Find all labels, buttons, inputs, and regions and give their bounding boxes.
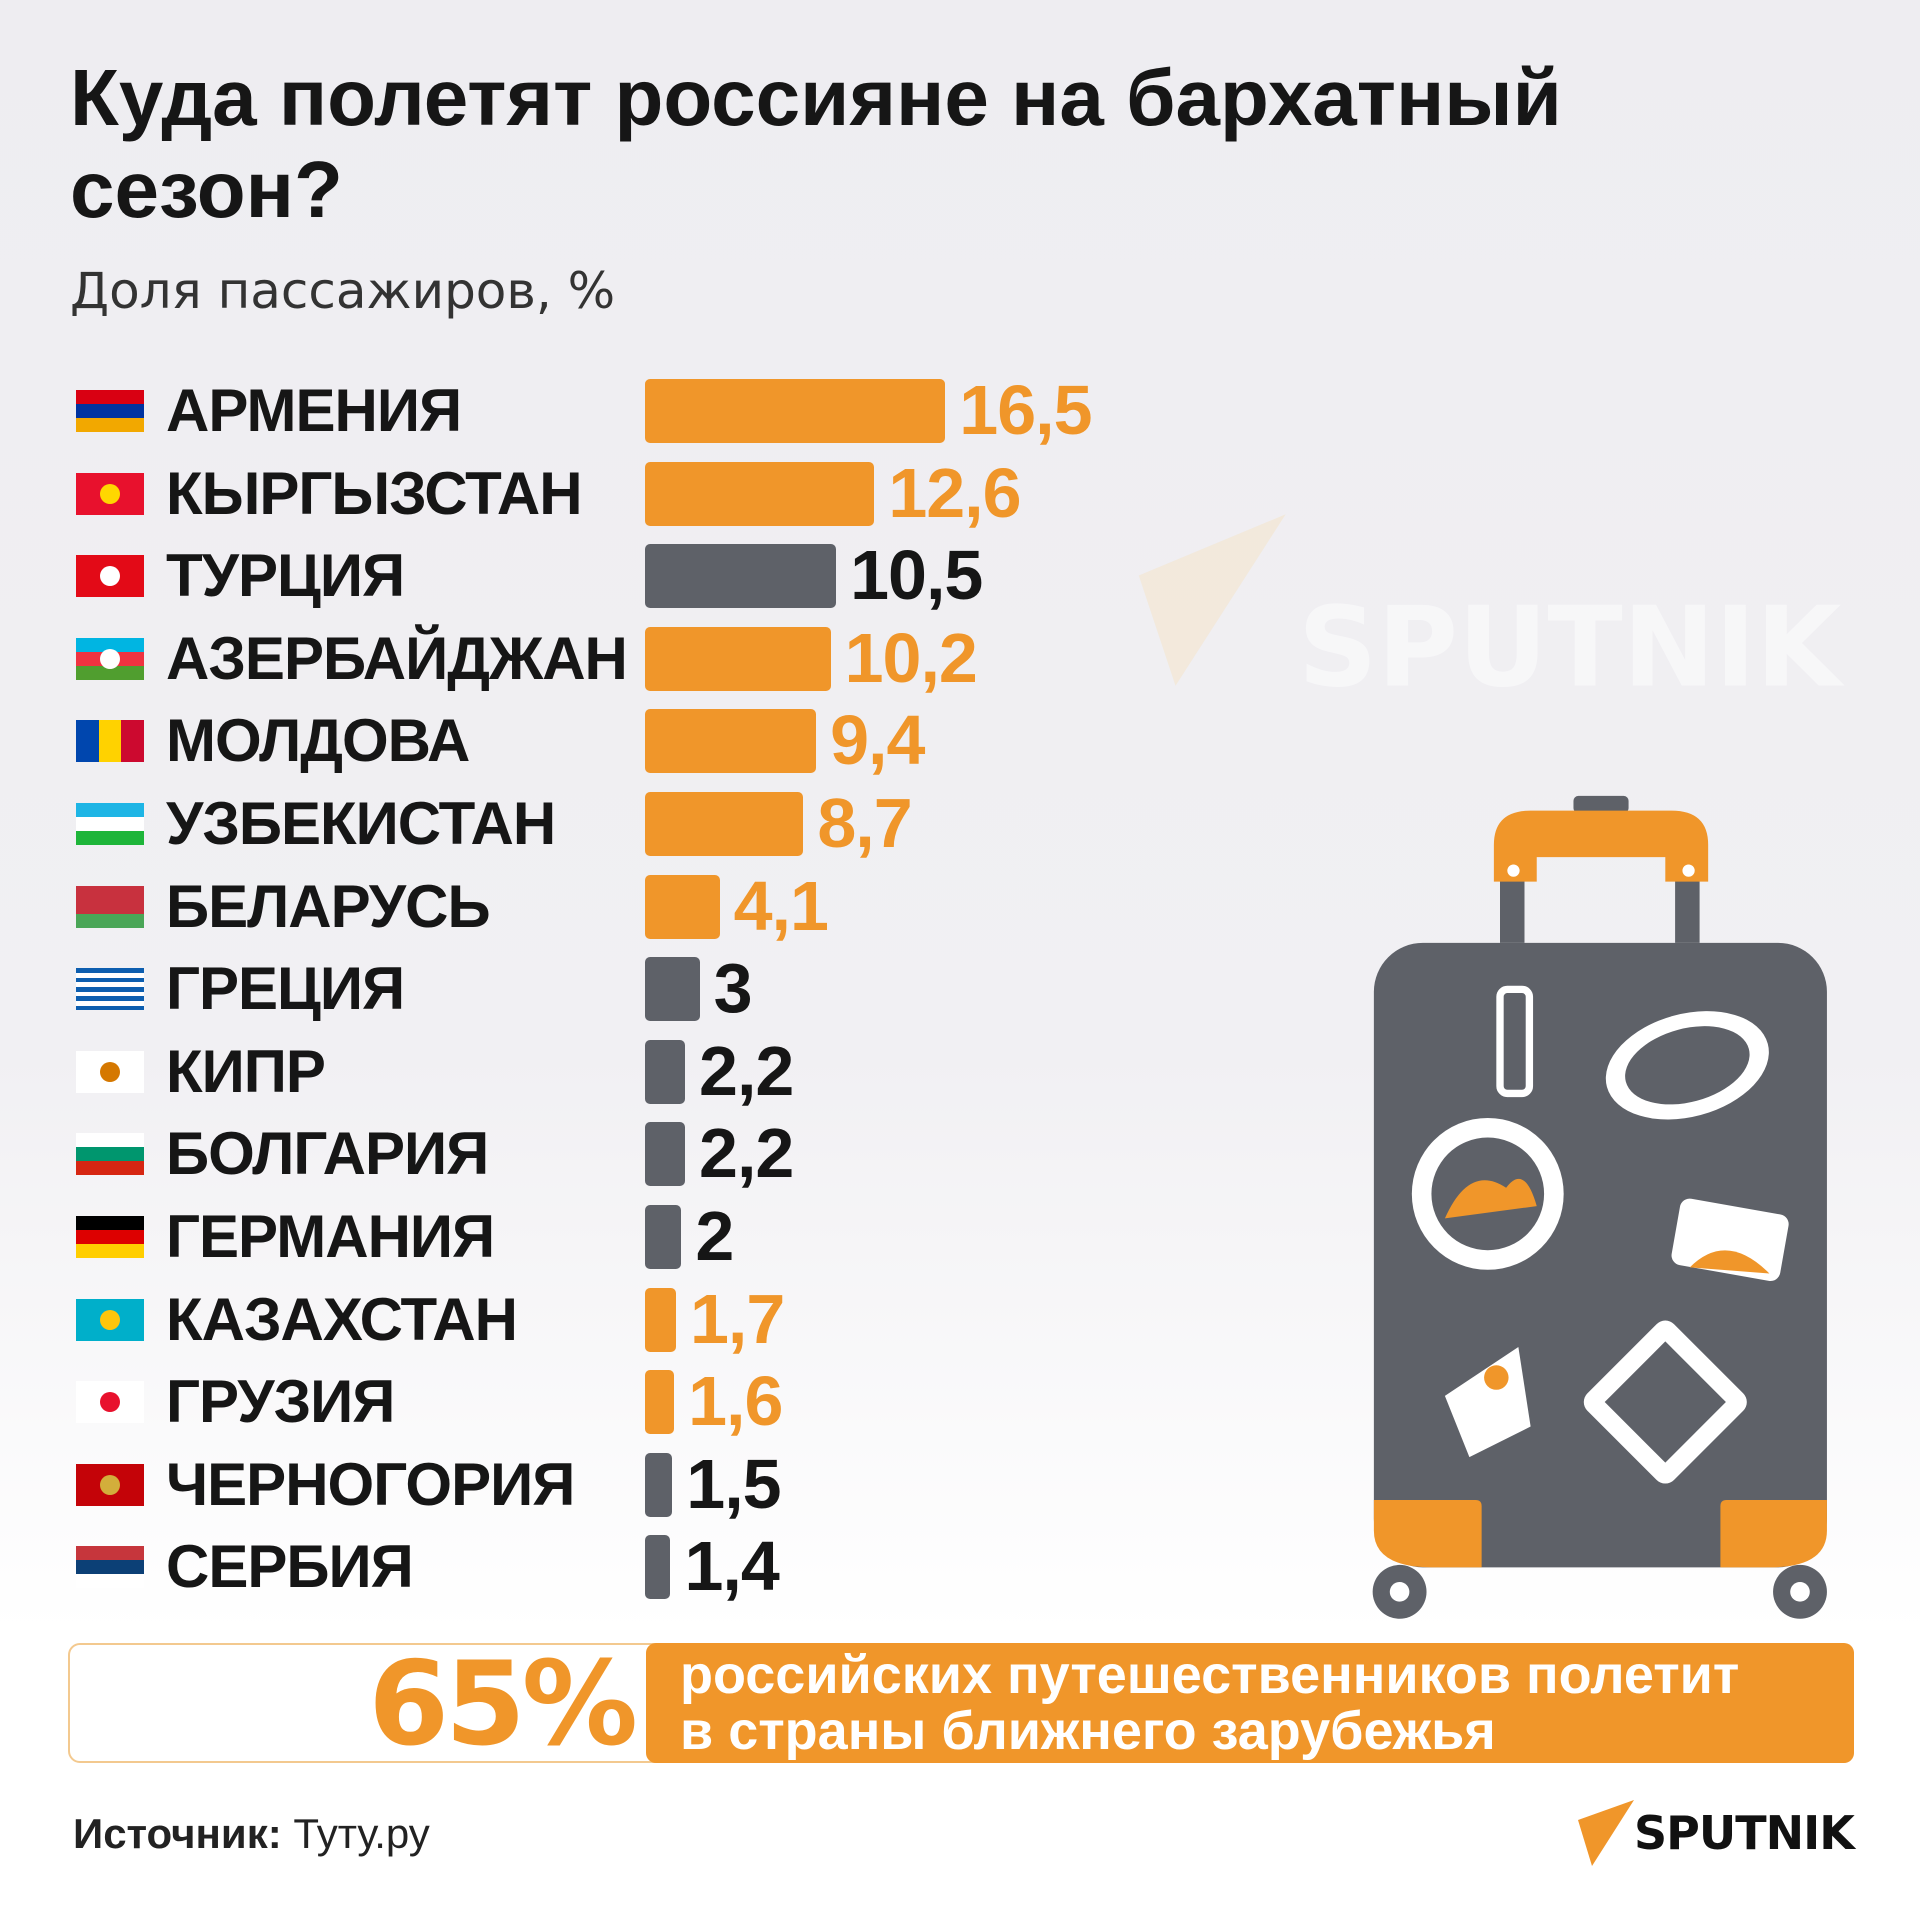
flag-icon: [76, 1216, 144, 1258]
value-label: 16,5: [959, 371, 1092, 449]
value-label: 12,6: [888, 453, 1021, 532]
flag-icon: [76, 390, 144, 432]
flag-icon: [76, 1546, 144, 1589]
summary-line-1: российских путешественников полетит: [680, 1645, 1740, 1705]
value-label: 2: [695, 1197, 734, 1275]
chart-row: АРМЕНИЯ 16,5: [0, 370, 1300, 452]
bar: [645, 709, 817, 774]
value-label: 2,2: [699, 1114, 794, 1193]
flag-icon: [76, 555, 144, 598]
category-label: КИПР: [166, 1037, 326, 1105]
bar: [645, 957, 700, 1022]
flag-icon: [76, 472, 144, 515]
summary-box: 65% российских путешественников полетит …: [68, 1643, 1854, 1763]
category-label: КАЗАХСТАН: [166, 1285, 518, 1353]
sputnik-logo: SPUTNIK: [1576, 1798, 1866, 1868]
flag-icon: [76, 885, 144, 928]
value-label: 9,4: [830, 701, 925, 780]
chart-row: ЧЕРНОГОРИЯ 1,5: [0, 1444, 1300, 1526]
value-label: 3: [713, 949, 753, 1028]
chart-row: УЗБЕКИСТАН 8,7: [0, 783, 1300, 865]
category-label: МОЛДОВА: [166, 707, 470, 775]
flag-icon: [76, 1463, 144, 1506]
category-label: БЕЛАРУСЬ: [166, 872, 491, 940]
bar: [645, 1535, 671, 1600]
summary-line-2: в страны ближнего зарубежья: [680, 1701, 1496, 1761]
brand-name: SPUTNIK: [1634, 1806, 1855, 1860]
source-value: Туту.ру: [293, 1810, 430, 1857]
category-label: АРМЕНИЯ: [166, 377, 462, 444]
bar: [645, 1205, 682, 1269]
chart-row: ГЕРМАНИЯ 2: [0, 1196, 1300, 1278]
bar: [645, 544, 837, 609]
value-label: 8,7: [817, 784, 912, 862]
bar: [645, 626, 831, 691]
category-label: ГРУЗИЯ: [166, 1368, 395, 1436]
value-label: 1,7: [689, 1279, 785, 1358]
flag-icon: [76, 637, 144, 680]
category-label: ТУРЦИЯ: [166, 542, 405, 610]
chart-row: АЗЕРБАЙДЖАН 10,2: [0, 618, 1300, 700]
bar: [645, 1370, 675, 1435]
bar: [645, 1287, 676, 1352]
category-label: КЫРГЫЗСТАН: [166, 459, 583, 527]
flag-icon: [76, 1298, 144, 1341]
sputnik-logo-icon: [1578, 1800, 1634, 1866]
category-label: БОЛГАРИЯ: [166, 1120, 489, 1188]
flag-icon: [76, 803, 144, 845]
flag-icon: [76, 1133, 144, 1176]
summary-text-panel: российских путешественников полетит в ст…: [646, 1643, 1854, 1763]
bar: [645, 379, 946, 443]
source-label: Источник:: [73, 1810, 282, 1857]
value-label: 2,2: [699, 1031, 794, 1110]
bar: [645, 461, 875, 526]
chart-row: КЫРГЫЗСТАН 12,6: [0, 453, 1300, 535]
summary-percent: 65%: [368, 1637, 638, 1772]
chart-subtitle: Доля пассажиров, %: [70, 262, 616, 320]
category-label: СЕРБИЯ: [166, 1533, 414, 1601]
value-label: 10,2: [844, 618, 978, 697]
value-label: 1,5: [686, 1444, 781, 1523]
value-label: 4,1: [733, 866, 829, 945]
flag-icon: [76, 1050, 144, 1093]
chart-row: МОЛДОВА 9,4: [0, 700, 1300, 782]
flag-icon: [76, 720, 144, 763]
flag-icon: [76, 1381, 144, 1424]
chart-row: КИПР 2,2: [0, 1031, 1300, 1113]
category-label: ЧЕРНОГОРИЯ: [166, 1450, 575, 1518]
category-label: АЗЕРБАЙДЖАН: [166, 624, 628, 692]
bar: [645, 792, 804, 856]
page-title: Куда полетят россияне на бархатный сезон…: [70, 53, 1562, 234]
chart-row: ГРЕЦИЯ 3: [0, 948, 1300, 1030]
chart-row: ГРУЗИЯ 1,6: [0, 1361, 1300, 1443]
category-label: ГЕРМАНИЯ: [166, 1203, 495, 1270]
chart-row: КАЗАХСТАН 1,7: [0, 1279, 1300, 1361]
chart-row: ТУРЦИЯ 10,5: [0, 535, 1300, 617]
value-label: 10,5: [850, 536, 983, 615]
bar: [645, 1122, 686, 1187]
chart-row: СЕРБИЯ 1,4: [0, 1526, 1300, 1608]
chart-row: БОЛГАРИЯ 2,2: [0, 1113, 1300, 1195]
category-label: УЗБЕКИСТАН: [166, 790, 556, 857]
value-label: 1,6: [688, 1362, 783, 1441]
summary-text: российских путешественников полетит в ст…: [680, 1647, 1739, 1759]
chart-row: БЕЛАРУСЬ 4,1: [0, 866, 1300, 948]
bar: [645, 1039, 686, 1104]
watermark-logo: SPUTNIK: [1138, 514, 1845, 712]
bar: [645, 1452, 673, 1517]
watermark-text: SPUTNIK: [1298, 584, 1845, 712]
bar: [645, 874, 720, 939]
value-label: 1,4: [684, 1527, 779, 1606]
flag-icon: [76, 968, 144, 1011]
source-note: Источник: Туту.ру: [73, 1810, 430, 1858]
category-label: ГРЕЦИЯ: [166, 955, 405, 1023]
